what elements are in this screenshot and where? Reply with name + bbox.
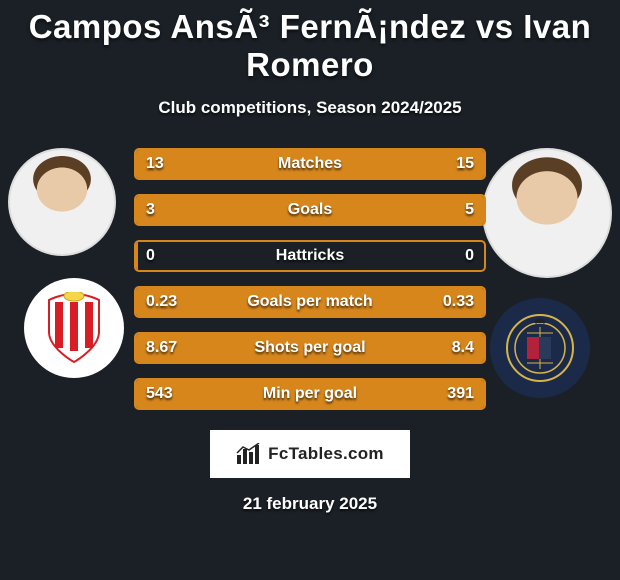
stat-value-right: 0.33 [443,293,474,311]
player-right-club-logo [490,298,590,398]
player-left-portraits [6,148,126,378]
stat-value-left: 13 [146,155,164,173]
stat-value-right: 391 [447,385,474,403]
stat-bar-left [136,196,267,224]
stat-value-left: 8.67 [146,339,177,357]
stat-value-left: 543 [146,385,173,403]
stat-label: Goals per match [247,293,372,311]
stat-value-left: 0.23 [146,293,177,311]
stat-label: Matches [278,155,342,173]
stats-table: 13 Matches 15 3 Goals 5 0 Hattricks 0 0.23 Goals p… [134,148,486,410]
stat-row: 0 Hattricks 0 [134,240,486,272]
brand-icon [236,443,262,465]
stat-value-right: 0 [465,247,474,265]
date: 21 february 2025 [0,494,620,514]
stat-row: 0.23 Goals per match 0.33 [134,286,486,318]
comparison-card: Campos AnsÃ³ FernÃ¡ndez vs Ivan Romero C… [0,0,620,514]
stat-row: 543 Min per goal 391 [134,378,486,410]
stat-row: 13 Matches 15 [134,148,486,180]
stat-label: Hattricks [276,247,344,265]
stat-row: 8.67 Shots per goal 8.4 [134,332,486,364]
stat-bar-left [136,242,138,270]
stat-label: Shots per goal [254,339,365,357]
main-area: 13 Matches 15 3 Goals 5 0 Hattricks 0 0.23 Goals p… [0,148,620,418]
player-left-avatar [8,148,116,256]
stat-value-right: 8.4 [452,339,474,357]
stat-value-right: 5 [465,201,474,219]
stat-row: 3 Goals 5 [134,194,486,226]
player-left-club-logo [24,278,124,378]
stat-value-right: 15 [456,155,474,173]
stat-label: Goals [288,201,332,219]
brand-text: FcTables.com [268,444,384,464]
subtitle: Club competitions, Season 2024/2025 [0,98,620,118]
brand-box: FcTables.com [210,430,410,478]
stat-label: Min per goal [263,385,357,403]
page-title: Campos AnsÃ³ FernÃ¡ndez vs Ivan Romero [0,8,620,84]
stat-value-left: 3 [146,201,155,219]
player-right-avatar [482,148,612,278]
stat-value-left: 0 [146,247,155,265]
player-right-portraits [494,148,614,398]
